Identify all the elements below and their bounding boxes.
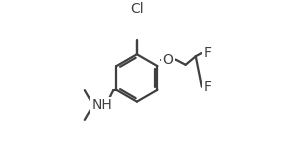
Text: O: O bbox=[163, 53, 174, 67]
Text: NH: NH bbox=[91, 98, 112, 112]
Text: Cl: Cl bbox=[130, 2, 144, 16]
Text: F: F bbox=[203, 80, 211, 94]
Text: F: F bbox=[203, 46, 211, 60]
